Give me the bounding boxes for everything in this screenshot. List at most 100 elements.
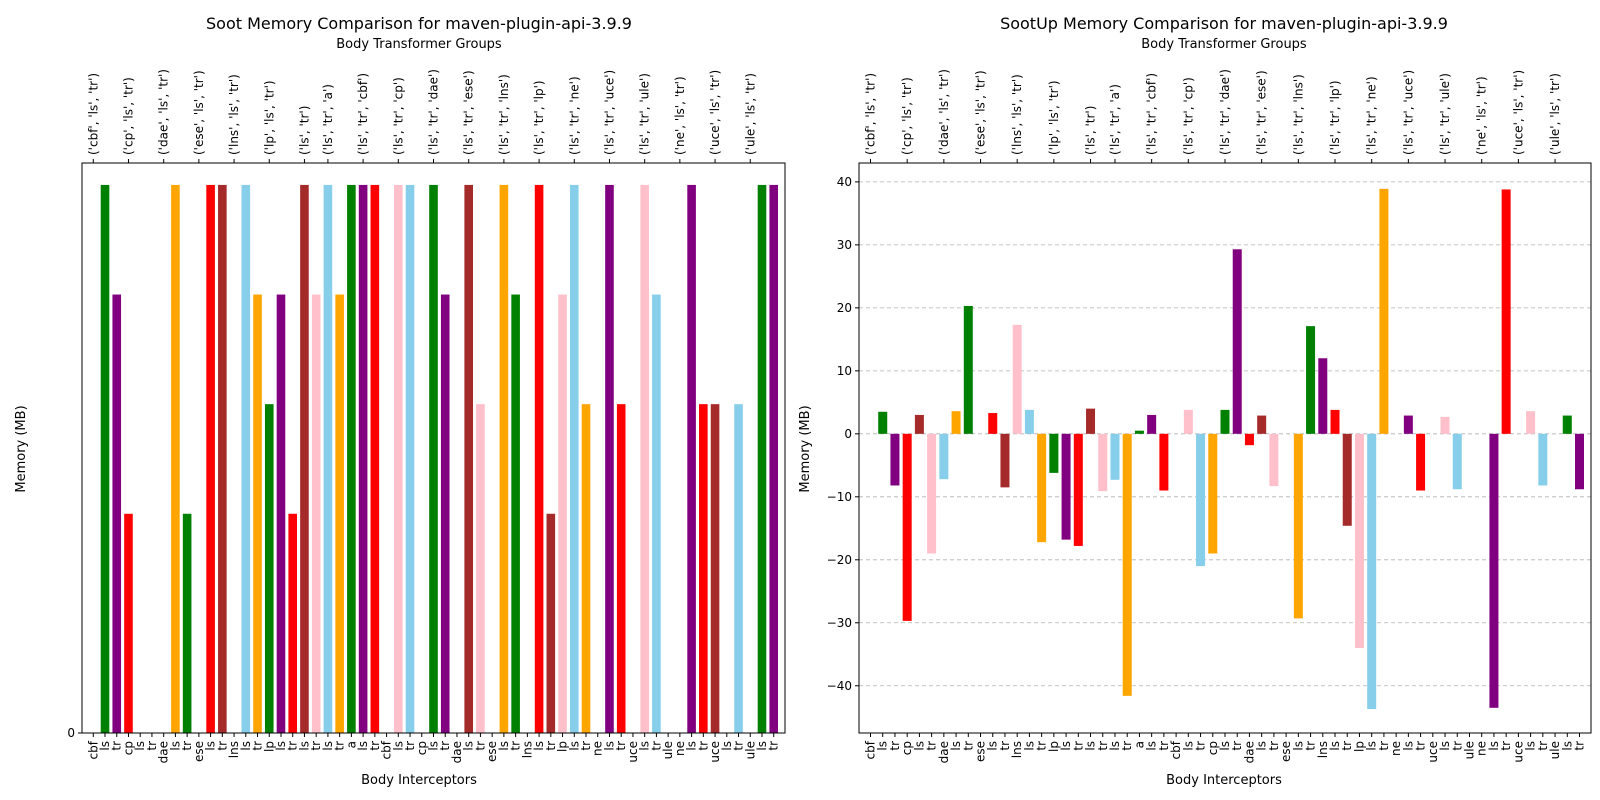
sootup-x-tick-label: ls — [1524, 741, 1538, 751]
sootup-x-tick-label: cp — [900, 741, 914, 755]
soot-bar — [687, 184, 696, 733]
soot-x-tick-label: tr — [473, 741, 487, 751]
sootup-x-tick-label: tr — [1536, 741, 1550, 751]
sootup-group-label: ('dae', 'ls', 'tr') — [937, 69, 951, 155]
sootup-group-label: ('ls', 'tr', 'cbf') — [1145, 73, 1159, 155]
sootup-bar — [1159, 433, 1169, 491]
sootup-x-tick-label: ls — [1328, 741, 1342, 751]
soot-x-tick-label: ls — [204, 741, 218, 751]
sootup-x-tick-label: dae — [937, 741, 951, 763]
soot-x-tick-label: ls — [133, 741, 147, 751]
sootup-bar — [1244, 433, 1254, 446]
sootup-x-tick-label: tr — [1499, 741, 1513, 751]
soot-bar — [769, 184, 779, 733]
soot-bar — [499, 184, 509, 733]
sootup-bar — [1574, 433, 1584, 490]
soot-x-tick-label: dae — [450, 741, 464, 763]
sootup-y-tick-label: 0 — [844, 427, 852, 441]
soot-plot-frame — [81, 162, 786, 734]
soot-group-label: ('ls', 'tr', 'uce') — [602, 70, 616, 155]
soot-x-tick-label: ls — [567, 741, 581, 751]
soot-x-tick-label: tr — [251, 741, 265, 751]
sootup-bar — [1196, 433, 1206, 567]
sootup-bar — [1110, 433, 1120, 480]
sootup-bar — [890, 433, 900, 486]
sootup-x-tick-label: cbf — [1169, 740, 1183, 759]
sootup-x-tick-label: lns — [1316, 741, 1330, 758]
sootup-x-tick-label: ls — [1401, 741, 1415, 751]
sootup-group-label: ('ls', 'tr', 'ule') — [1438, 73, 1452, 155]
soot-x-axis-label: Body Interceptors — [361, 773, 477, 788]
sootup-bar — [939, 433, 949, 480]
sootup-bar — [1232, 249, 1242, 434]
soot-bar — [394, 184, 403, 733]
sootup-bar — [927, 433, 937, 554]
sootup-bar — [1147, 414, 1157, 434]
soot-bar — [757, 184, 767, 733]
soot-bar — [264, 404, 274, 733]
sootup-bar — [1293, 433, 1303, 619]
soot-bar — [347, 184, 356, 733]
soot-x-tick-label: tr — [403, 741, 417, 751]
sootup-bar — [1000, 433, 1010, 488]
soot-x-tick-label: ls — [356, 741, 370, 751]
sootup-group-label: ('lns', 'ls', 'tr') — [1010, 74, 1024, 155]
soot-x-tick-label: tr — [732, 741, 746, 751]
soot-x-tick-label: ls — [391, 741, 405, 751]
soot-x-tick-label: ls — [755, 741, 769, 751]
sootup-x-tick-label: lp — [1352, 741, 1366, 752]
soot-x-tick-label: tr — [180, 741, 194, 751]
soot-x-tick-label: tr — [215, 741, 229, 751]
soot-y-tick-label: 0 — [67, 726, 75, 740]
soot-bar — [112, 294, 122, 733]
soot-x-tick-label: tr — [286, 741, 300, 751]
sootup-x-tick-label: ls — [949, 741, 963, 751]
soot-bar — [323, 184, 333, 733]
sootup-bar — [1416, 433, 1426, 491]
soot-x-tick-label: lns — [520, 741, 534, 758]
sootup-x-tick-label: uce — [1426, 741, 1440, 763]
sootup-bar — [878, 411, 888, 434]
soot-x-tick-label: ese — [485, 741, 499, 762]
sootup-x-tick-label: tr — [1572, 741, 1586, 751]
soot-x-tick-label: cp — [121, 741, 135, 755]
sootup-top-axis-label: Body Transformer Groups — [1141, 37, 1307, 52]
soot-x-tick-label: tr — [145, 741, 159, 751]
soot-group-label: ('ls', 'tr', 'lp') — [532, 80, 546, 155]
sootup-x-tick-label: tr — [1035, 741, 1049, 751]
soot-x-tick-label: tr — [767, 741, 781, 751]
sootup-group-label: ('ese', 'ls', 'tr') — [974, 70, 988, 155]
soot-x-tick-label: ls — [532, 741, 546, 751]
sootup-x-tick-label: tr — [998, 741, 1012, 751]
soot-chart: Soot Memory Comparison for maven-plugin-… — [14, 14, 786, 788]
sootup-bar — [1452, 433, 1462, 490]
soot-group-label: ('dae', 'ls', 'tr') — [157, 69, 171, 155]
soot-x-tick-label: dae — [157, 741, 171, 763]
sootup-y-tick-label: −30 — [827, 616, 852, 630]
soot-bar — [534, 184, 544, 733]
sootup-x-tick-label: uce — [1511, 741, 1525, 763]
soot-chart-title: Soot Memory Comparison for maven-plugin-… — [206, 14, 632, 33]
sootup-group-label: ('ls', 'tr', 'lns') — [1291, 74, 1305, 155]
soot-x-tick-label: ls — [462, 741, 476, 751]
sootup-y-tick-label: 20 — [837, 301, 852, 315]
sootup-bar — [1061, 433, 1071, 540]
soot-x-tick-label: ls — [720, 741, 734, 751]
sootup-group-label: ('ls', 'tr', 'a') — [1108, 84, 1122, 155]
sootup-x-tick-label: ls — [1218, 741, 1232, 751]
soot-x-tick-label: tr — [333, 741, 347, 751]
soot-x-tick-label: tr — [438, 741, 452, 751]
sootup-x-tick-label: ls — [876, 741, 890, 751]
soot-x-tick-label: ls — [638, 741, 652, 751]
sootup-group-label: ('ls', 'tr', 'dae') — [1218, 69, 1232, 155]
sootup-bar — [1354, 433, 1364, 648]
sootup-x-tick-label: lns — [1010, 741, 1024, 758]
sootup-group-label: ('ls', 'tr', 'ne') — [1365, 76, 1379, 155]
soot-x-tick-label: tr — [649, 741, 663, 751]
sootup-bar — [1049, 433, 1059, 473]
soot-x-tick-label: ls — [427, 741, 441, 751]
sootup-x-tick-label: ls — [1560, 741, 1574, 751]
soot-group-label: ('lns', 'ls', 'tr') — [227, 74, 241, 155]
sootup-group-label: ('uce', 'ls', 'tr') — [1511, 70, 1525, 155]
soot-bar — [218, 184, 227, 733]
